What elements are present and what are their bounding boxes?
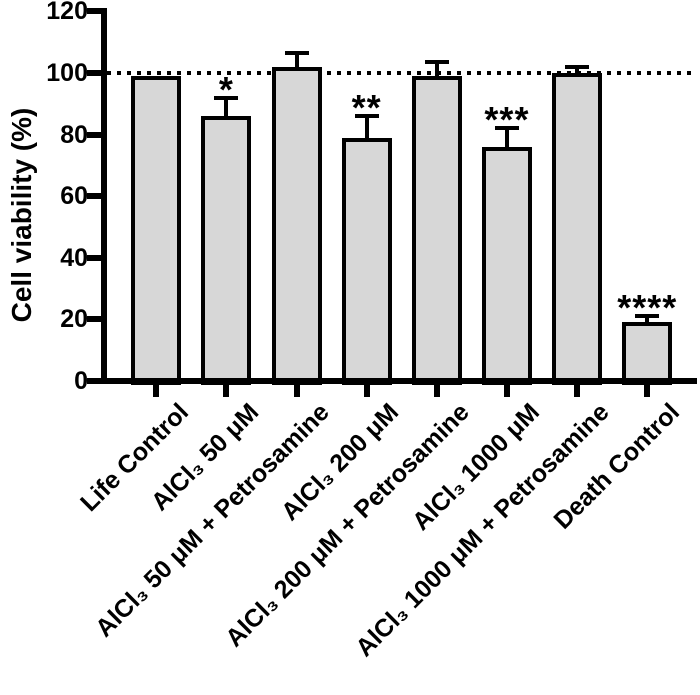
x-category-label: Death Control [548, 398, 686, 535]
x-tick [433, 384, 440, 397]
error-bar-cap [565, 64, 590, 69]
y-tick [87, 316, 101, 323]
y-tick-label: 60 [60, 182, 88, 211]
x-category-label: AlCl₃ 1000 μM + Petrosamine [350, 398, 615, 663]
reference-dotted-line [107, 71, 697, 75]
error-bar-stem [575, 66, 580, 77]
y-axis-line [101, 8, 107, 384]
bar [481, 146, 532, 385]
y-tick [87, 70, 101, 76]
y-tick-label: 40 [60, 243, 88, 272]
error-bar-stem [364, 116, 369, 142]
error-bar-stem [504, 128, 509, 151]
significance-label: **** [617, 287, 678, 329]
error-bar-cap [635, 314, 660, 319]
y-tick [87, 8, 101, 15]
x-axis-line [101, 378, 697, 384]
error-bar-stem [224, 97, 229, 121]
y-tick-label: 80 [60, 120, 88, 149]
y-tick [87, 193, 101, 200]
error-bar-stem [434, 62, 439, 81]
error-bar-cap [424, 60, 449, 65]
y-tick [87, 131, 101, 138]
x-tick [503, 384, 510, 397]
error-bar-stem [294, 52, 299, 71]
bar [201, 116, 252, 385]
x-tick [363, 384, 370, 397]
error-bar-cap [284, 50, 309, 55]
y-tick [87, 378, 101, 384]
x-tick [153, 384, 160, 397]
x-tick [223, 384, 230, 397]
y-tick-label: 120 [46, 0, 88, 26]
significance-label: *** [484, 99, 530, 141]
bar [411, 76, 462, 385]
error-bar-cap [494, 126, 519, 131]
y-tick-label: 20 [60, 305, 88, 334]
bar [131, 76, 182, 385]
bar [622, 322, 673, 385]
y-tick-label: 0 [74, 367, 88, 395]
x-tick [574, 384, 581, 397]
x-tick [644, 384, 651, 397]
significance-label: * [218, 68, 234, 110]
error-bar-cap [354, 114, 379, 119]
error-bar-cap [214, 95, 239, 100]
y-tick-label: 100 [46, 59, 88, 87]
x-tick [293, 384, 300, 397]
error-bar-stem [645, 316, 650, 327]
bar [341, 137, 392, 385]
y-tick [87, 254, 101, 261]
bar [552, 73, 603, 385]
significance-label: ** [351, 87, 382, 129]
